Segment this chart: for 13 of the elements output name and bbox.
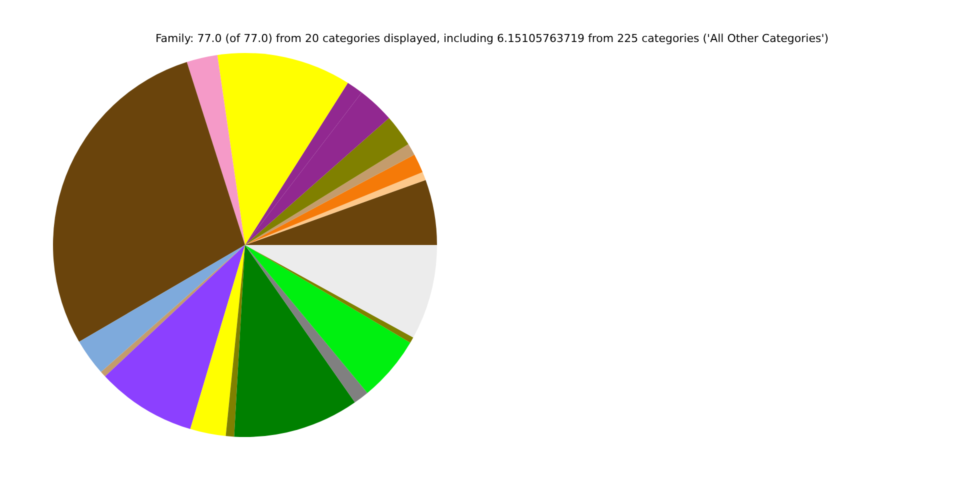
text: Family: 77.0 (of 77.0) from 20 categories displayed, including 6.15105763719 from 225 categories ('All Other Categories') — [154, 32, 830, 45]
pie-slice — [190, 245, 245, 436]
pie-slice — [245, 245, 414, 343]
pie-slice — [245, 245, 410, 393]
pie-slice — [245, 118, 408, 245]
pie-slice — [245, 245, 368, 402]
pie-slice — [79, 245, 245, 372]
pie-slice — [234, 245, 355, 437]
pie-slice — [226, 245, 245, 437]
pie-slice — [217, 53, 348, 245]
pie-slice — [245, 245, 437, 338]
pie-slice — [186, 55, 245, 245]
pie-slice — [105, 245, 245, 430]
